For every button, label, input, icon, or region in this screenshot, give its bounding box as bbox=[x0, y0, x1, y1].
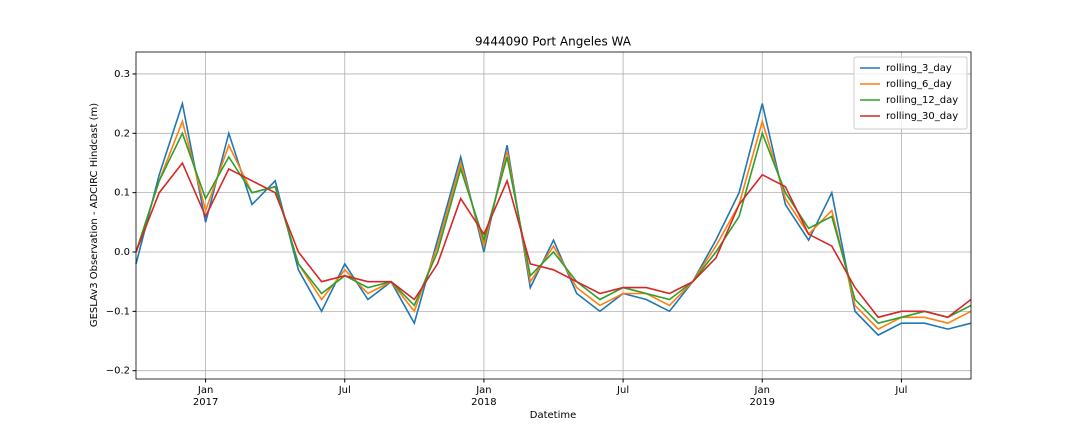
y-tick-label: 0.0 bbox=[114, 247, 130, 258]
line bbox=[135, 118, 972, 331]
line bbox=[135, 100, 972, 337]
y-tick-label: −0.1 bbox=[106, 306, 130, 317]
x-tick-label: Jul bbox=[895, 385, 908, 396]
chart-title: 9444090 Port Angeles WA bbox=[475, 35, 632, 49]
x-tick-label: Jul bbox=[617, 385, 630, 396]
line bbox=[135, 161, 972, 319]
x-tick-label: Jan 2017 bbox=[192, 385, 219, 408]
legend-label: rolling_3_day bbox=[886, 63, 952, 74]
x-tick-label: Jan 2019 bbox=[749, 385, 775, 408]
y-tick-label: −0.2 bbox=[106, 366, 130, 377]
plot-frame bbox=[135, 51, 972, 380]
y-tick-label: 0.2 bbox=[114, 128, 130, 139]
legend-box bbox=[853, 56, 968, 130]
x-axis-label: Datetime bbox=[530, 410, 577, 421]
legend-label: rolling_30_day bbox=[886, 111, 958, 122]
y-tick-label: 0.3 bbox=[114, 69, 130, 80]
legend: rolling_3_day rolling_6_day rolling_12_day… bbox=[853, 56, 968, 130]
line bbox=[135, 130, 972, 325]
x-tick-label: Jul bbox=[338, 385, 351, 396]
legend-label: rolling_6_day bbox=[886, 79, 952, 90]
legend-label: rolling_12_day bbox=[886, 95, 958, 106]
x-tick-label: Jan 2018 bbox=[471, 385, 497, 408]
y-tick-label: 0.1 bbox=[114, 188, 130, 199]
y-axis-label: GESLAv3 Observation - ADCIRC Hindcast (m… bbox=[89, 103, 100, 327]
